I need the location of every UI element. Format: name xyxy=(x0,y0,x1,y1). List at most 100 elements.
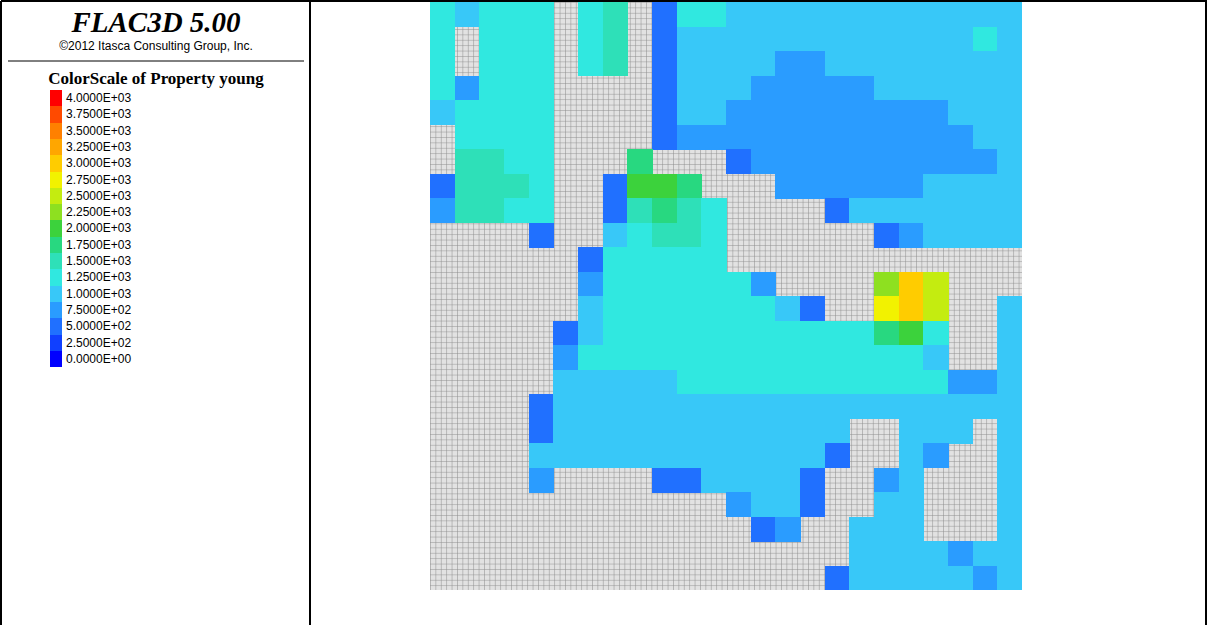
cell xyxy=(529,443,554,468)
cell xyxy=(899,517,924,542)
cell xyxy=(553,321,578,346)
cell xyxy=(899,566,924,591)
cell xyxy=(825,2,850,27)
cell xyxy=(874,492,899,517)
cell xyxy=(849,370,874,395)
cell xyxy=(948,198,973,223)
cell xyxy=(627,198,652,223)
cell xyxy=(874,149,899,174)
cell xyxy=(479,27,504,52)
cell xyxy=(825,125,850,150)
cell xyxy=(874,223,899,248)
cell xyxy=(973,100,998,125)
cell xyxy=(529,198,554,223)
cell xyxy=(578,394,603,419)
cell xyxy=(948,394,973,419)
cell xyxy=(874,370,899,395)
cell xyxy=(479,174,504,199)
cell xyxy=(578,345,603,370)
cell xyxy=(504,100,529,125)
cell xyxy=(899,125,924,150)
cell xyxy=(751,27,776,52)
cell xyxy=(627,272,652,297)
cell xyxy=(751,468,776,493)
cell xyxy=(775,27,800,52)
cell xyxy=(923,27,948,52)
cell xyxy=(726,345,751,370)
cell xyxy=(430,51,455,76)
colorbar-swatch xyxy=(50,286,62,303)
cell xyxy=(677,174,702,199)
cell xyxy=(825,51,850,76)
cell xyxy=(529,27,554,52)
cell xyxy=(997,345,1022,370)
cell xyxy=(800,345,825,370)
cell xyxy=(973,2,998,27)
cell xyxy=(899,223,924,248)
colorbar-label: 3.0000E+03 xyxy=(66,156,131,170)
cell xyxy=(479,198,504,223)
cell xyxy=(775,149,800,174)
cell xyxy=(726,492,751,517)
cell xyxy=(948,541,973,566)
cell xyxy=(430,174,455,199)
cell xyxy=(701,125,726,150)
cell xyxy=(923,174,948,199)
cell xyxy=(899,149,924,174)
cell xyxy=(553,345,578,370)
cell xyxy=(652,2,677,27)
cell xyxy=(825,321,850,346)
cell xyxy=(923,296,948,321)
cell xyxy=(430,27,455,52)
cell xyxy=(775,443,800,468)
cell xyxy=(430,76,455,101)
cell xyxy=(874,76,899,101)
cell xyxy=(578,247,603,272)
cell xyxy=(578,443,603,468)
figure: FLAC3D 5.00©2012 Itasca Consulting Group… xyxy=(0,0,1208,626)
frame-right xyxy=(1205,1,1207,625)
cell xyxy=(800,443,825,468)
cell xyxy=(775,51,800,76)
cell xyxy=(751,149,776,174)
colorbar-swatch xyxy=(50,155,62,172)
cell xyxy=(701,198,726,223)
cell xyxy=(652,27,677,52)
cell xyxy=(825,566,850,591)
cell xyxy=(948,370,973,395)
cell xyxy=(874,566,899,591)
cell xyxy=(800,321,825,346)
cell xyxy=(701,394,726,419)
colorbar-swatch xyxy=(50,335,62,352)
cell xyxy=(775,492,800,517)
cell xyxy=(825,198,850,223)
cell xyxy=(973,223,998,248)
colorbar-label: 3.5000E+03 xyxy=(66,124,131,138)
cell xyxy=(652,198,677,223)
cell xyxy=(775,370,800,395)
cell xyxy=(677,2,702,27)
cell xyxy=(899,296,924,321)
cell xyxy=(751,443,776,468)
cell xyxy=(652,443,677,468)
colorbar-swatch xyxy=(50,204,62,221)
cell xyxy=(923,566,948,591)
cell xyxy=(800,100,825,125)
cell xyxy=(529,100,554,125)
cells xyxy=(430,2,1022,590)
cell xyxy=(751,419,776,444)
cell xyxy=(775,174,800,199)
cell xyxy=(726,125,751,150)
cell xyxy=(899,443,924,468)
cell xyxy=(677,321,702,346)
cell xyxy=(874,198,899,223)
cell xyxy=(603,51,628,76)
cell xyxy=(430,100,455,125)
cell xyxy=(800,125,825,150)
colorbar: 4.0000E+033.7500E+033.5000E+033.2500E+03… xyxy=(50,90,131,367)
cell xyxy=(627,370,652,395)
cell xyxy=(923,51,948,76)
cell xyxy=(455,76,480,101)
frame-top xyxy=(1,0,1207,2)
cell xyxy=(997,517,1022,542)
